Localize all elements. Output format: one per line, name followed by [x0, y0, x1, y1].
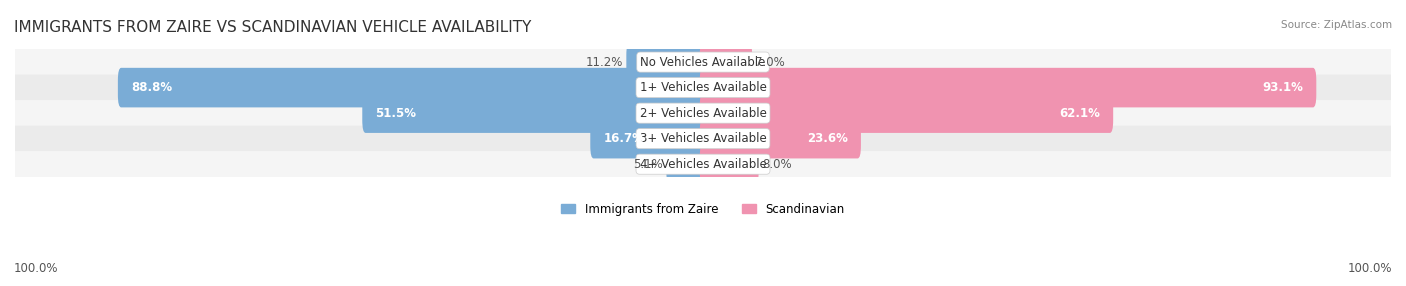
FancyBboxPatch shape [118, 68, 706, 107]
FancyBboxPatch shape [15, 49, 1391, 75]
Text: 3+ Vehicles Available: 3+ Vehicles Available [640, 132, 766, 145]
FancyBboxPatch shape [700, 42, 752, 82]
Text: 4+ Vehicles Available: 4+ Vehicles Available [640, 158, 766, 171]
Text: 100.0%: 100.0% [14, 262, 59, 275]
FancyBboxPatch shape [591, 119, 706, 158]
FancyBboxPatch shape [626, 42, 706, 82]
Text: No Vehicles Available: No Vehicles Available [640, 55, 766, 69]
Text: 51.5%: 51.5% [375, 107, 416, 120]
FancyBboxPatch shape [700, 119, 860, 158]
FancyBboxPatch shape [15, 75, 1391, 101]
FancyBboxPatch shape [363, 93, 706, 133]
FancyBboxPatch shape [15, 126, 1391, 152]
Text: 23.6%: 23.6% [807, 132, 848, 145]
Text: IMMIGRANTS FROM ZAIRE VS SCANDINAVIAN VEHICLE AVAILABILITY: IMMIGRANTS FROM ZAIRE VS SCANDINAVIAN VE… [14, 20, 531, 35]
Legend: Immigrants from Zaire, Scandinavian: Immigrants from Zaire, Scandinavian [561, 203, 845, 216]
Text: 11.2%: 11.2% [586, 55, 623, 69]
FancyBboxPatch shape [15, 151, 1391, 177]
Text: 7.0%: 7.0% [755, 55, 785, 69]
FancyBboxPatch shape [666, 144, 706, 184]
Text: 16.7%: 16.7% [603, 132, 644, 145]
Text: 88.8%: 88.8% [131, 81, 172, 94]
FancyBboxPatch shape [15, 100, 1391, 126]
Text: 93.1%: 93.1% [1263, 81, 1303, 94]
Text: 100.0%: 100.0% [1347, 262, 1392, 275]
Text: Source: ZipAtlas.com: Source: ZipAtlas.com [1281, 20, 1392, 30]
Text: 2+ Vehicles Available: 2+ Vehicles Available [640, 107, 766, 120]
Text: 5.1%: 5.1% [633, 158, 664, 171]
Text: 8.0%: 8.0% [762, 158, 792, 171]
Text: 62.1%: 62.1% [1059, 107, 1099, 120]
FancyBboxPatch shape [700, 144, 759, 184]
FancyBboxPatch shape [700, 93, 1114, 133]
FancyBboxPatch shape [700, 68, 1316, 107]
Text: 1+ Vehicles Available: 1+ Vehicles Available [640, 81, 766, 94]
